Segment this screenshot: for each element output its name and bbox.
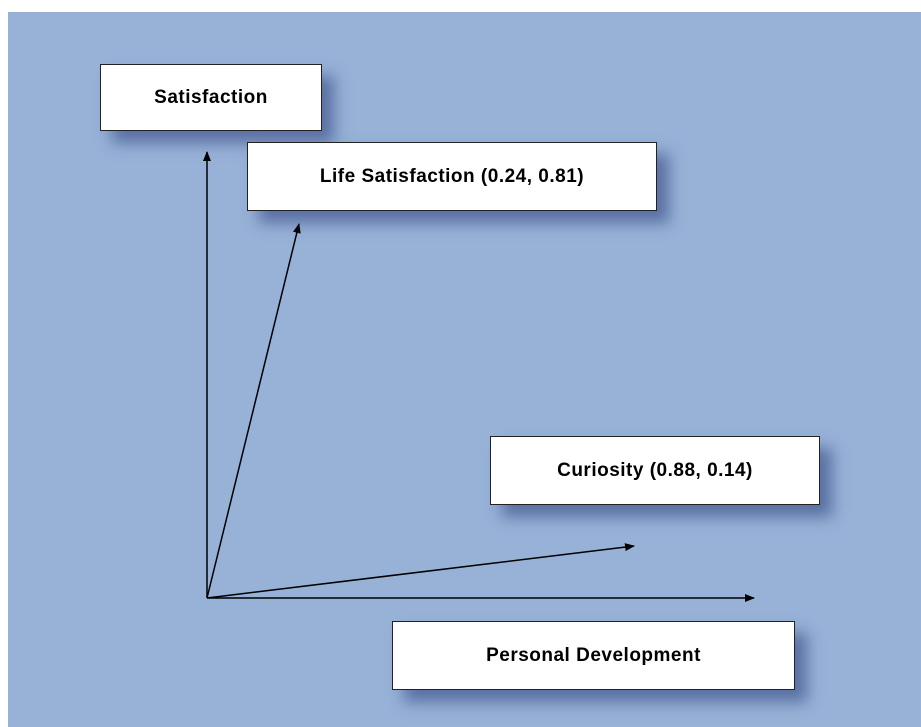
node-box: Personal Development [392, 621, 795, 690]
node-label: Personal Development [486, 644, 701, 666]
node-box: Curiosity (0.88, 0.14) [490, 436, 820, 505]
node-box: Satisfaction [100, 64, 322, 131]
vector-arrow-curiosity [206, 543, 635, 599]
node-box: Life Satisfaction (0.24, 0.81) [247, 142, 657, 211]
node-label: Curiosity (0.88, 0.14) [557, 459, 753, 481]
node-label: Satisfaction [154, 86, 268, 108]
vector-arrow-life-satisfaction [206, 223, 301, 599]
background-panel [8, 12, 921, 727]
node-label: Life Satisfaction (0.24, 0.81) [319, 165, 585, 187]
